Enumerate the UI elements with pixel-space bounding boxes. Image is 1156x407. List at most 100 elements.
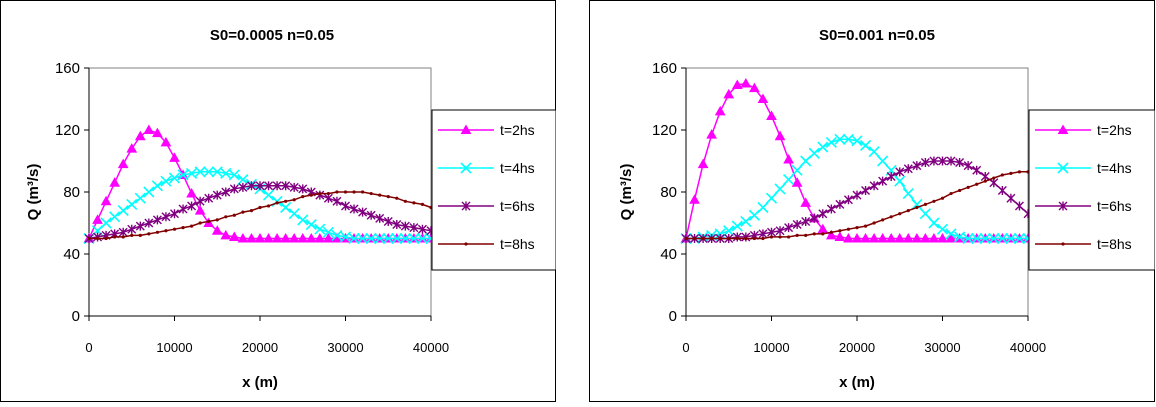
- data-point: [912, 161, 922, 171]
- data-point: [100, 195, 112, 206]
- data-point: [872, 221, 876, 225]
- data-point: [731, 220, 743, 232]
- data-point: [412, 201, 416, 205]
- data-point: [945, 228, 957, 240]
- data-point: [297, 214, 309, 226]
- data-point: [851, 232, 863, 243]
- legend-marker: [460, 124, 472, 134]
- data-point: [903, 164, 913, 174]
- data-point: [177, 169, 189, 181]
- data-point: [288, 232, 300, 243]
- data-point: [322, 226, 334, 238]
- legend-marker: [464, 242, 468, 246]
- data-point: [895, 167, 905, 177]
- data-point: [936, 223, 949, 235]
- data-point: [975, 182, 979, 186]
- data-point: [134, 130, 146, 141]
- data-point: [886, 172, 896, 181]
- data-point: [198, 221, 202, 225]
- data-point: [266, 204, 271, 208]
- data-point: [349, 204, 359, 214]
- series-t=8hs: [87, 190, 433, 241]
- chart-panel-left: S0=0.0005 n=0.05 0 40 80 120 160 0 10000 20000…: [0, 0, 557, 407]
- data-point: [825, 136, 837, 148]
- data-point: [305, 218, 317, 231]
- data-point: [403, 199, 407, 203]
- data-point: [758, 229, 768, 239]
- data-point: [955, 158, 965, 168]
- legend-marker: [1057, 124, 1069, 134]
- data-point: [314, 223, 326, 235]
- data-point: [752, 236, 756, 241]
- data-point: [190, 224, 194, 228]
- data-point: [138, 233, 142, 237]
- data-point: [894, 232, 906, 243]
- data-point: [1009, 171, 1013, 175]
- data-point: [309, 193, 313, 197]
- data-point: [318, 191, 322, 196]
- data-point: [280, 201, 292, 214]
- data-point: [203, 166, 215, 178]
- data-point: [868, 232, 880, 243]
- legend-label: t=4hs: [1097, 160, 1132, 176]
- data-point: [284, 199, 288, 203]
- legend-item: t=4hs: [438, 160, 535, 176]
- legend-label: t=2hs: [500, 122, 535, 138]
- data-point: [928, 232, 940, 243]
- x-tick-label: 0: [682, 340, 689, 355]
- data-point: [117, 205, 129, 217]
- data-point: [817, 141, 829, 153]
- data-point: [765, 192, 778, 204]
- x-tick-label: 10000: [753, 340, 789, 355]
- legend-item: t=6hs: [438, 198, 535, 214]
- data-point: [382, 232, 394, 245]
- data-point: [241, 210, 245, 214]
- data-point: [710, 236, 714, 241]
- data-point: [164, 229, 168, 233]
- legend-marker: [1058, 201, 1068, 211]
- data-point: [697, 158, 709, 169]
- data-point: [161, 212, 171, 222]
- data-point: [249, 209, 254, 213]
- data-point: [264, 181, 274, 191]
- x-axis-label: x (m): [839, 374, 875, 391]
- y-tick-label: 160: [55, 60, 80, 77]
- data-point: [861, 185, 871, 195]
- data-point: [220, 229, 232, 240]
- data-point: [714, 228, 726, 240]
- data-point: [187, 201, 197, 211]
- data-point: [366, 210, 376, 220]
- data-point: [735, 236, 739, 241]
- data-point: [378, 193, 382, 197]
- chart-title: S0=0.0005 n=0.05: [210, 27, 334, 44]
- data-point: [395, 196, 399, 200]
- data-point: [117, 158, 129, 169]
- data-point: [911, 198, 923, 210]
- data-point: [749, 82, 760, 93]
- y-tick-label: 0: [72, 308, 80, 325]
- data-point: [877, 155, 889, 167]
- data-point: [997, 185, 1007, 195]
- data-point: [1006, 193, 1016, 203]
- data-point: [1013, 232, 1026, 245]
- data-point: [757, 93, 769, 103]
- data-point: [804, 233, 808, 237]
- data-point: [996, 232, 1008, 245]
- legend: t=2hs t=4hs t=6hs t=8hs: [438, 122, 535, 252]
- data-point: [877, 232, 889, 243]
- data-point: [288, 208, 300, 220]
- data-point: [946, 156, 956, 166]
- y-tick-label: 120: [55, 122, 80, 139]
- data-point: [784, 223, 794, 233]
- data-point: [232, 213, 236, 217]
- data-point: [859, 139, 872, 152]
- data-point: [271, 232, 283, 243]
- data-point: [963, 161, 973, 171]
- data-point: [417, 224, 427, 234]
- data-point: [783, 153, 794, 164]
- data-point: [254, 232, 266, 243]
- data-point: [829, 230, 833, 234]
- data-point: [878, 176, 888, 186]
- data-point: [386, 195, 390, 199]
- data-point: [221, 187, 231, 197]
